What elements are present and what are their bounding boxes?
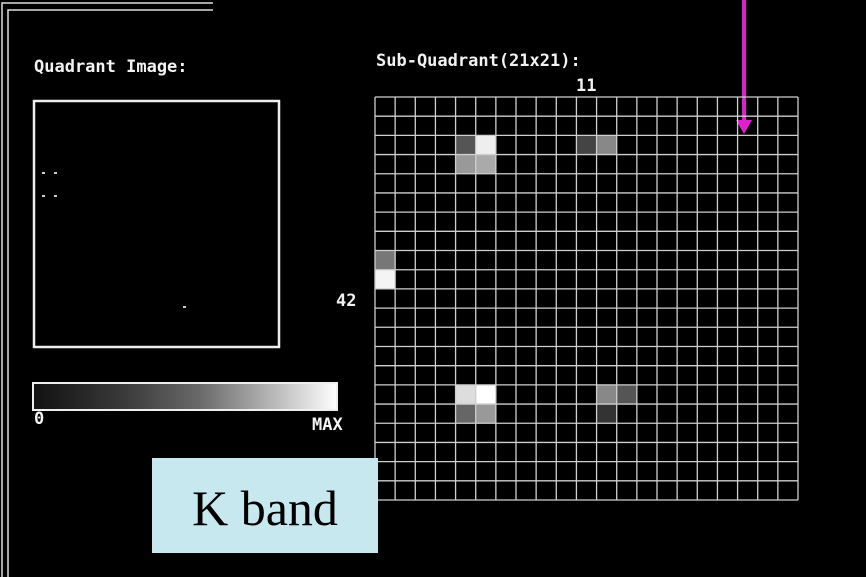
caption: K band xyxy=(192,480,338,536)
scale-max-label: MAX xyxy=(312,415,343,435)
grid-cell xyxy=(375,270,395,289)
grid-cell xyxy=(597,404,617,423)
grid-cell xyxy=(476,404,496,423)
sub-quadrant-title: Sub-Quadrant(21x21): xyxy=(376,51,581,71)
quadrant-title: Quadrant Image: xyxy=(34,57,188,77)
grid-cell xyxy=(456,155,476,174)
grid-cell xyxy=(375,251,395,270)
grid-cell xyxy=(456,385,476,404)
grid-cell xyxy=(456,135,476,154)
intensity-scale xyxy=(33,383,337,410)
grid-cell xyxy=(597,385,617,404)
grid-cell xyxy=(617,385,637,404)
grid-cell xyxy=(476,135,496,154)
row-label: 42 xyxy=(336,291,356,311)
grid-cell xyxy=(476,155,496,174)
pointer-arrow-shaft xyxy=(742,0,746,122)
grid-cell xyxy=(456,404,476,423)
screen: Quadrant Image: 0 MAX 42 Sub-Quadrant(21… xyxy=(0,0,866,577)
column-label: 11 xyxy=(576,76,596,96)
grid-cell xyxy=(576,135,596,154)
grid-cell xyxy=(476,385,496,404)
grid-cell xyxy=(597,135,617,154)
scale-min-label: 0 xyxy=(34,409,44,429)
